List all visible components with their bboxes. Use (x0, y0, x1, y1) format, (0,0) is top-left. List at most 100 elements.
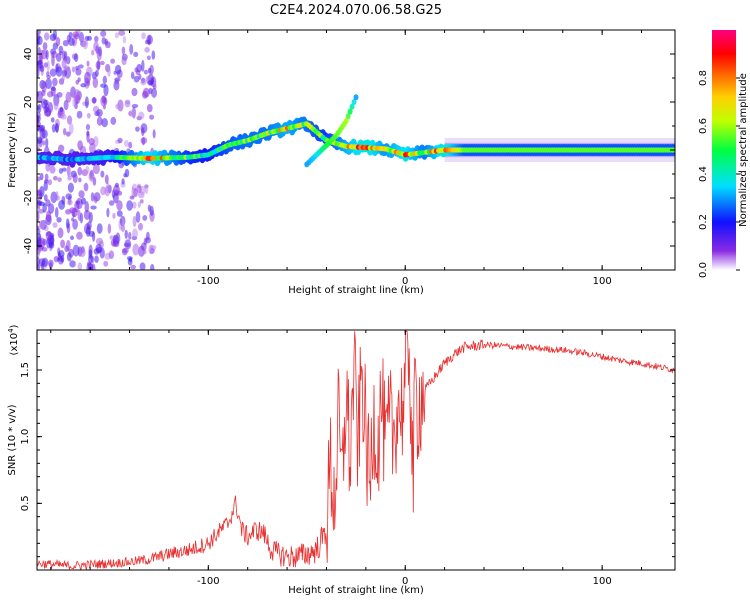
noise-speckle (58, 45, 64, 54)
noise-speckle (95, 60, 101, 70)
noise-speckle (100, 30, 107, 37)
noise-speckle (39, 128, 46, 140)
noise-speckle (101, 95, 107, 104)
snr-scale-exponent: 4 (7, 328, 15, 333)
noise-speckle (133, 188, 138, 198)
noise-speckle (121, 178, 125, 185)
colorbar: 0.0 0.2 0.4 0.6 0.8 Normalized spectral ampl… (698, 30, 749, 278)
noise-speckle (129, 195, 135, 200)
noise-speckle (51, 123, 56, 133)
noise-speckle (84, 201, 90, 213)
noise-speckle (106, 207, 110, 218)
noise-speckle (148, 244, 154, 255)
noise-speckle (107, 223, 112, 234)
noise-speckle (37, 189, 43, 198)
noise-speckle (91, 97, 97, 104)
noise-speckle (135, 126, 140, 132)
noise-speckle (89, 142, 96, 154)
noise-speckle (110, 238, 117, 247)
noise-speckle (93, 196, 98, 204)
noise-speckle (60, 113, 67, 120)
noise-speckle (40, 98, 48, 109)
noise-speckle (144, 185, 149, 195)
noise-speckle (69, 207, 76, 214)
noise-speckle (114, 77, 121, 82)
noise-speckle (73, 89, 81, 101)
noise-speckle (108, 250, 115, 260)
noise-speckle (78, 31, 85, 43)
noise-speckle (95, 243, 102, 253)
noise-speckle (63, 99, 69, 111)
noise-speckle (45, 137, 49, 148)
noise-speckle (86, 112, 91, 119)
noise-speckle (56, 216, 62, 223)
secondary-trace-mark (345, 113, 351, 120)
secondary-trace-mark (349, 103, 355, 110)
noise-speckle (55, 52, 62, 62)
noise-speckle (76, 200, 81, 205)
noise-speckle (92, 163, 100, 175)
noise-speckle (142, 87, 150, 98)
noise-speckle (80, 83, 87, 88)
noise-speckle (79, 247, 86, 258)
noise-speckle (37, 250, 40, 258)
noise-speckle (149, 114, 155, 120)
noise-speckle (85, 165, 90, 174)
noise-speckle (100, 186, 107, 196)
noise-speckle (144, 39, 151, 45)
secondary-trace-mark (353, 94, 359, 101)
noise-speckle (88, 172, 95, 182)
noise-speckle (124, 100, 131, 108)
noise-speckle (122, 36, 127, 44)
noise-speckle (83, 209, 91, 221)
noise-speckle (47, 179, 53, 186)
noise-speckle (133, 51, 139, 58)
noise-speckle (44, 173, 49, 182)
colorbar-tick-label: 0.8 (698, 70, 709, 86)
noise-speckle (57, 227, 64, 239)
noise-speckle (94, 255, 99, 263)
noise-speckle (128, 141, 133, 149)
noise-speckle (41, 140, 46, 146)
noise-speckle (117, 137, 123, 144)
noise-speckle (54, 207, 59, 218)
noise-speckle (130, 71, 135, 80)
noise-speckle (68, 248, 74, 258)
noise-speckle (146, 55, 151, 61)
noise-speckle (66, 115, 73, 125)
noise-speckle (65, 209, 70, 215)
noise-speckle (76, 110, 83, 119)
noise-speckle (105, 41, 111, 49)
noise-speckle (131, 186, 135, 199)
noise-speckle (137, 201, 141, 208)
noise-speckle (110, 58, 116, 64)
noise-speckle (94, 111, 100, 117)
noise-speckle (96, 48, 102, 61)
noise-speckle (99, 61, 105, 66)
noise-speckle (139, 262, 146, 270)
noise-speckle (39, 172, 44, 181)
noise-speckle (114, 32, 119, 39)
y-tick-label: 40 (23, 48, 34, 61)
noise-speckle (65, 131, 71, 137)
snr-y-ticks: 0.5 1.0 1.5 (20, 342, 675, 558)
noise-speckle (61, 167, 67, 172)
noise-speckle (66, 34, 71, 43)
noise-speckle (91, 263, 96, 270)
colorbar-gradient (712, 30, 736, 270)
noise-speckle (72, 244, 80, 257)
noise-speckle (92, 77, 99, 89)
noise-speckle (80, 197, 87, 205)
noise-speckle (114, 64, 122, 75)
spectrogram-x-ticks: -100 0 100 (50, 30, 643, 287)
noise-speckle (38, 258, 46, 267)
snr-xlabel: Height of straight line (km) (288, 585, 424, 596)
noise-speckle (147, 204, 152, 212)
noise-speckle (50, 86, 56, 91)
noise-speckle (75, 68, 82, 76)
noise-speckle (142, 215, 148, 221)
noise-speckle (50, 48, 56, 55)
noise-speckle (106, 181, 110, 194)
noise-speckle (115, 103, 121, 110)
noise-speckle (43, 32, 50, 41)
